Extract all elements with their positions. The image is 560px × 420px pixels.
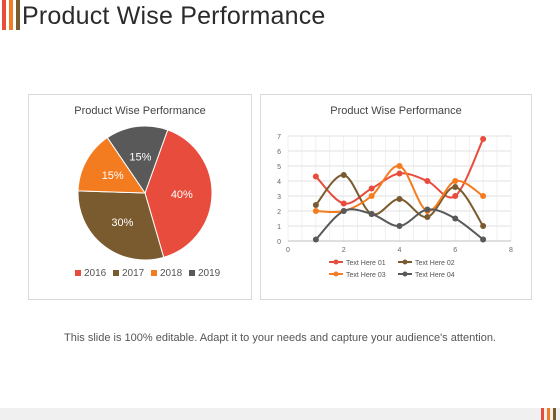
data-point <box>452 184 459 190</box>
pie-slice-2019 <box>106 125 169 195</box>
data-point <box>368 193 375 199</box>
legend-label: Text Here 01 <box>346 260 386 267</box>
y-tick-label: 7 <box>277 134 281 141</box>
legend-label: 2018 <box>160 268 183 279</box>
data-point <box>340 200 347 207</box>
legend-marker <box>333 259 339 265</box>
data-point <box>480 193 487 199</box>
accent-bar <box>541 408 544 420</box>
line-chart-panel: Product Wise Performance 0 1 2 3 4 5 6 7 0 2 4 6 8 Te… <box>260 94 532 300</box>
data-point <box>424 206 431 213</box>
data-point <box>340 208 347 214</box>
y-tick-label: 4 <box>277 179 281 186</box>
legend-label: Text Here 03 <box>346 272 386 279</box>
data-point <box>340 172 347 178</box>
pie-chart-title: Product Wise Performance <box>74 105 206 117</box>
accent-bar <box>16 0 20 30</box>
bottom-strip <box>0 408 560 420</box>
accent-bar <box>2 0 6 30</box>
legend-label: 2017 <box>122 268 145 279</box>
page-title: Product Wise Performance <box>22 2 326 30</box>
footer-note: This slide is 100% editable. Adapt it to… <box>64 332 496 344</box>
legend-label: Text Here 04 <box>415 272 455 279</box>
legend-marker <box>333 271 339 277</box>
data-point <box>424 214 431 220</box>
data-point <box>480 223 487 229</box>
y-tick-label: 2 <box>277 209 281 216</box>
pie-data-label: 15% <box>129 151 151 163</box>
pie-data-label: 15% <box>102 170 124 182</box>
y-tick-label: 0 <box>277 239 281 246</box>
y-tick-label: 6 <box>277 149 281 156</box>
data-point <box>452 178 459 184</box>
x-tick-label: 0 <box>286 247 290 254</box>
bottom-accent-bars <box>541 408 556 420</box>
pie-data-label: 40% <box>171 189 193 201</box>
legend-swatch <box>189 270 195 276</box>
legend-swatch <box>75 270 81 276</box>
legend-swatch <box>151 270 157 276</box>
x-tick-label: 6 <box>453 247 457 254</box>
line-chart-title: Product Wise Performance <box>330 105 462 117</box>
y-tick-label: 1 <box>277 224 281 231</box>
title-accent-bars <box>2 0 20 30</box>
data-point <box>452 215 459 222</box>
pie-slice-2017 <box>77 190 165 261</box>
data-point <box>312 208 319 214</box>
pie-slice-2018 <box>77 136 146 194</box>
y-tick-label: 3 <box>277 194 281 201</box>
data-point <box>312 202 319 208</box>
legend-label: 2019 <box>198 268 221 279</box>
pie-slice-2016 <box>144 129 213 258</box>
pie-chart-panel: Product Wise Performance 40% 30% 15% 15% 201… <box>28 94 252 300</box>
pie-data-label: 30% <box>111 217 133 229</box>
data-point <box>424 178 431 184</box>
data-point <box>396 170 403 177</box>
data-point <box>480 136 487 142</box>
data-point <box>396 163 403 169</box>
accent-bar <box>9 0 13 30</box>
legend-label: Text Here 02 <box>415 260 455 267</box>
y-tick-label: 5 <box>277 164 281 171</box>
x-tick-label: 4 <box>398 247 402 254</box>
data-point <box>312 236 319 243</box>
data-point <box>396 196 403 202</box>
data-point <box>312 173 319 180</box>
x-tick-label: 2 <box>342 247 346 254</box>
accent-bar <box>553 408 556 420</box>
data-point <box>368 185 375 192</box>
accent-bar <box>547 408 550 420</box>
legend-swatch <box>113 270 119 276</box>
data-point <box>452 193 459 199</box>
legend-marker <box>402 259 408 265</box>
x-tick-label: 8 <box>509 247 513 254</box>
line-chart: 0 1 2 3 4 5 6 7 0 2 4 6 8 Text Here 01 Text Here 02 Tex… <box>277 134 513 279</box>
data-point <box>368 211 375 217</box>
data-point <box>480 236 487 243</box>
legend-label: 2016 <box>84 268 107 279</box>
legend-marker <box>402 271 408 277</box>
pie-chart: 40% 30% 15% 15% 2016 2017 2018 2019 <box>75 125 221 279</box>
data-point <box>396 223 403 229</box>
